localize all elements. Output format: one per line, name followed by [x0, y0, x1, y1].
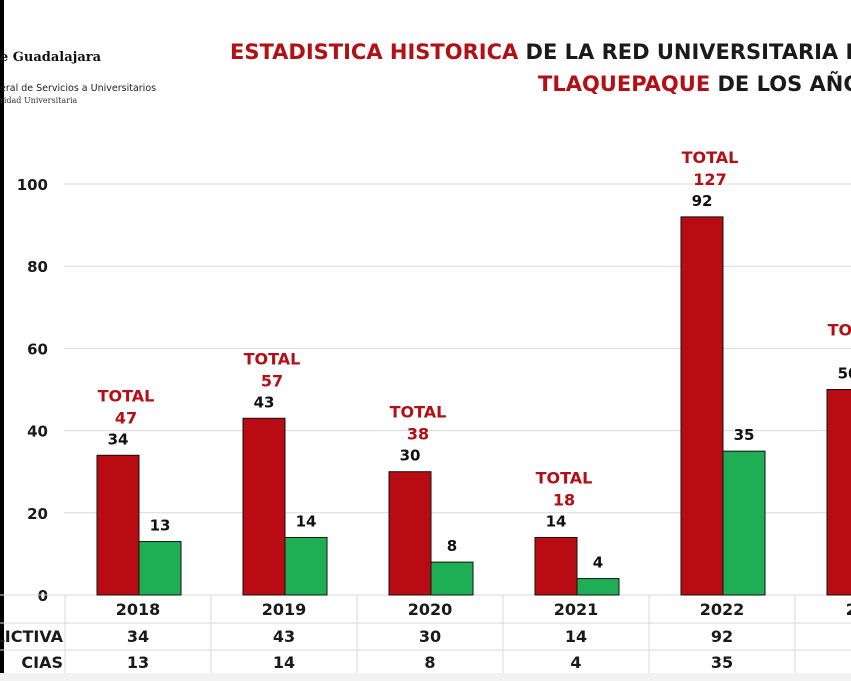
bar-value-label: 14: [546, 512, 567, 530]
table-row-header: CIAS: [21, 653, 63, 672]
left-edge-bar: [0, 0, 4, 681]
y-tick-label: 20: [27, 505, 48, 523]
total-label: TOTAL: [244, 349, 301, 368]
table-cell-series-2: 8: [424, 653, 435, 672]
x-category-label: 2019: [262, 600, 307, 619]
org-subtitle: eral de Servicios a Universitarios: [0, 83, 157, 94]
bar-series-2: [430, 561, 474, 596]
total-label: TOTAL: [98, 386, 155, 405]
bar-value-label: 43: [254, 393, 275, 411]
x-category-label: 2021: [554, 600, 599, 619]
bar-series-1: [388, 471, 432, 596]
bar-series-1: [826, 389, 851, 596]
bar-value-label: 35: [734, 426, 755, 444]
y-tick-label: 100: [17, 176, 48, 194]
total-label: TOTAL: [390, 403, 447, 422]
bar-value-label: 30: [400, 447, 421, 465]
bar-series-2: [576, 578, 620, 596]
x-category-label: 2018: [116, 600, 161, 619]
y-tick-label: 60: [27, 340, 48, 358]
x-category-label: 2020: [408, 600, 453, 619]
table-cell-series-1: 34: [127, 627, 149, 646]
bar-series-1: [680, 216, 724, 596]
total-value: 47: [115, 408, 137, 427]
table-row-header: LICTIVA: [0, 627, 64, 646]
total-label: TOTAL: [682, 148, 739, 167]
y-tick-label: 0: [38, 587, 48, 605]
title-highlight: ESTADISTICA HISTORICA: [230, 40, 519, 64]
chart-title-line-2: TLAQUEPAQUE DE LOS AÑO: [538, 72, 851, 96]
table-cell-series-1: 92: [711, 627, 733, 646]
chart-title-line-1: ESTADISTICA HISTORICA DE LA RED UNIVERSI…: [230, 40, 851, 64]
bar-series-1: [242, 417, 286, 596]
table-cell-series-1: 43: [273, 627, 295, 646]
bar-series-2: [138, 541, 182, 596]
bar-value-label: 4: [593, 554, 603, 572]
title-highlight-location: TLAQUEPAQUE: [538, 72, 711, 96]
table-cell-series-2: 14: [273, 653, 295, 672]
total-value: 18: [553, 490, 575, 509]
total-value: 38: [407, 425, 429, 444]
x-category-label: 2023: [846, 600, 851, 619]
bar-value-label: 50: [838, 365, 851, 383]
bar-series-2: [722, 450, 766, 596]
org-subtitle-2: ridad Universitaria: [0, 96, 78, 105]
table-cell-series-2: 13: [127, 653, 149, 672]
table-cell-series-1: 30: [419, 627, 441, 646]
bar-series-1: [534, 536, 578, 596]
org-name: e Guadalajara: [0, 50, 102, 65]
y-tick-label: 80: [27, 258, 48, 276]
bar-value-label: 8: [447, 537, 457, 555]
bar-value-label: 13: [150, 517, 171, 535]
bar-value-label: 92: [692, 192, 713, 210]
total-label: TOTAL: [536, 468, 593, 487]
bar-value-label: 14: [296, 512, 317, 530]
bar-series-1: [96, 454, 140, 596]
bottom-rule: [0, 673, 851, 681]
title-text: DE LA RED UNIVERSITARIA EN: [518, 40, 851, 64]
table-cell-series-1: 14: [565, 627, 587, 646]
total-label: TOTAL: [828, 321, 851, 340]
table-cell-series-2: 4: [570, 653, 581, 672]
total-value: 57: [261, 371, 283, 390]
bar-series-2: [284, 536, 328, 596]
table-cell-series-2: 35: [711, 653, 733, 672]
y-tick-label: 40: [27, 423, 48, 441]
total-value: 127: [693, 170, 726, 189]
bar-value-label: 34: [108, 430, 129, 448]
title-text-years: DE LOS AÑO: [710, 72, 851, 96]
x-category-label: 2022: [700, 600, 745, 619]
